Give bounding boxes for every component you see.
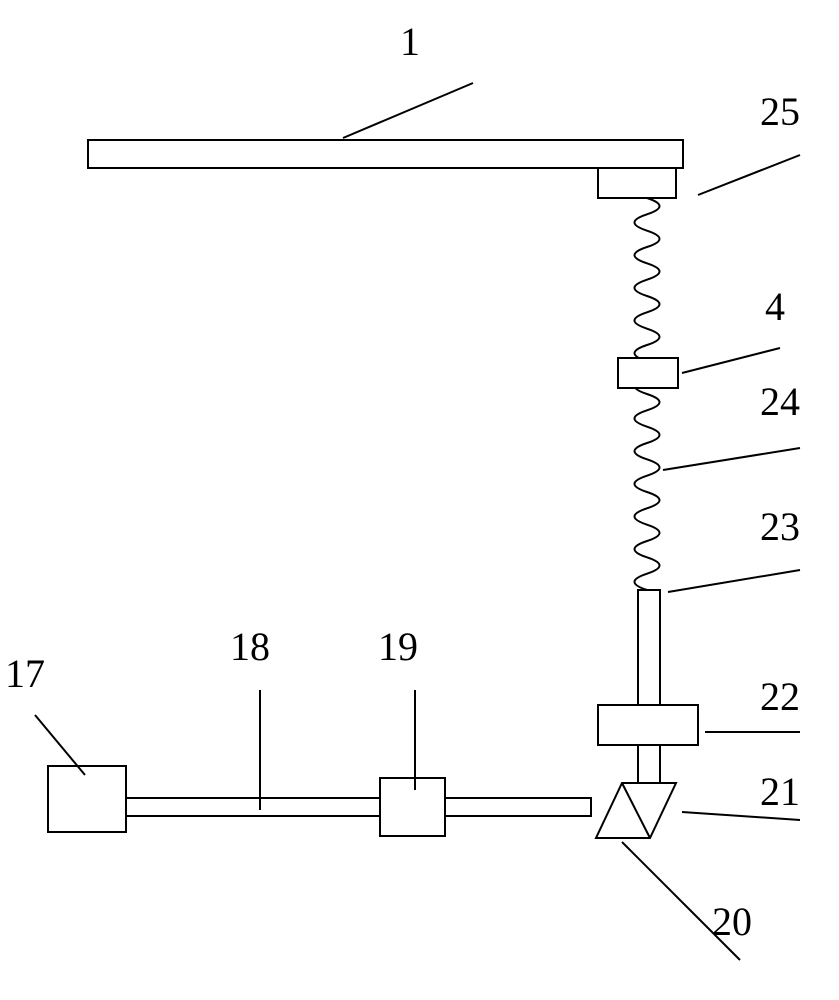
label-l1: 1 [400, 19, 420, 64]
leader-l23 [668, 570, 800, 592]
label-l22: 22 [760, 674, 800, 719]
part-21-bevel-line [622, 783, 650, 838]
label-l19: 19 [378, 624, 418, 669]
label-l23: 23 [760, 504, 800, 549]
label-l4: 4 [765, 284, 785, 329]
part-4-box [618, 358, 678, 388]
leader-l25 [698, 155, 800, 195]
leader-l4 [682, 348, 780, 373]
part-23-shaft-top [638, 590, 660, 705]
part-25-box [598, 168, 676, 198]
leader-l1 [343, 83, 473, 138]
label-l24: 24 [760, 379, 800, 424]
leader-l24 [663, 448, 800, 470]
label-l18: 18 [230, 624, 270, 669]
part-18-shaft [126, 798, 591, 816]
part-24-spring [635, 198, 660, 590]
label-l21: 21 [760, 769, 800, 814]
part-1-top-bar [88, 140, 683, 168]
part-17-motor [48, 766, 126, 832]
label-l25: 25 [760, 89, 800, 134]
label-l20: 20 [712, 899, 752, 944]
label-l17: 17 [5, 651, 45, 696]
part-23-shaft-bot [638, 745, 660, 783]
part-19-box [380, 778, 445, 836]
part-22-box [598, 705, 698, 745]
